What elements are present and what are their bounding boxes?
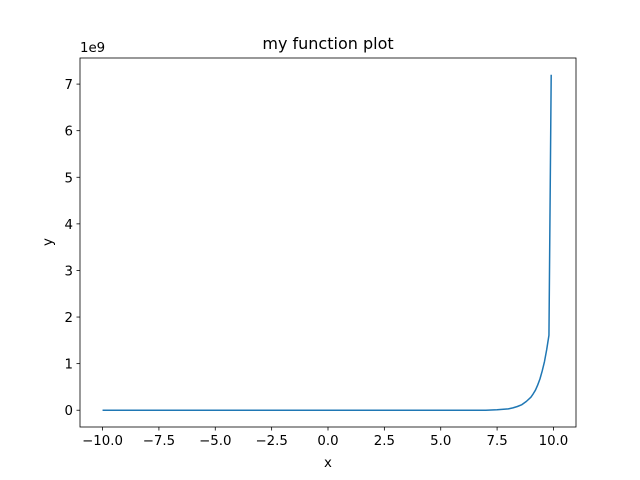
y-tick-label: 6 xyxy=(65,125,73,140)
x-tick-label: 7.5 xyxy=(486,434,507,449)
x-tick-label: 10.0 xyxy=(539,434,569,449)
axes-layer: −10.0 −7.5 −5.0 −2.5 0.0 2.5 5.0 7.5 10.0 0 1 2 3 4 5 6… xyxy=(65,57,577,449)
y-tick-label: 7 xyxy=(65,78,73,93)
x-tick-label: 5.0 xyxy=(430,434,451,449)
chart-title: my function plot xyxy=(262,34,393,53)
x-axis-label: x xyxy=(324,456,332,471)
y-tick-label: 5 xyxy=(65,171,73,186)
plot-layer xyxy=(102,74,552,411)
y-tick-label: 3 xyxy=(65,264,73,279)
y-tick-label: 2 xyxy=(65,311,73,326)
x-tick-label: −5.0 xyxy=(199,434,231,449)
y-axis-offset-label: 1e9 xyxy=(80,41,105,56)
x-tick-label: 0.0 xyxy=(317,434,338,449)
y-tick-label: 4 xyxy=(65,218,73,233)
x-tick-label: −2.5 xyxy=(255,434,287,449)
x-tick-label: −7.5 xyxy=(143,434,175,449)
x-tick-label: 2.5 xyxy=(374,434,395,449)
y-tick-label: 0 xyxy=(65,404,73,419)
y-tick-label: 1 xyxy=(65,358,73,373)
y-axis-label: y xyxy=(41,238,56,246)
series-line-1 xyxy=(102,74,552,411)
x-tick-label: −10.0 xyxy=(82,434,123,449)
